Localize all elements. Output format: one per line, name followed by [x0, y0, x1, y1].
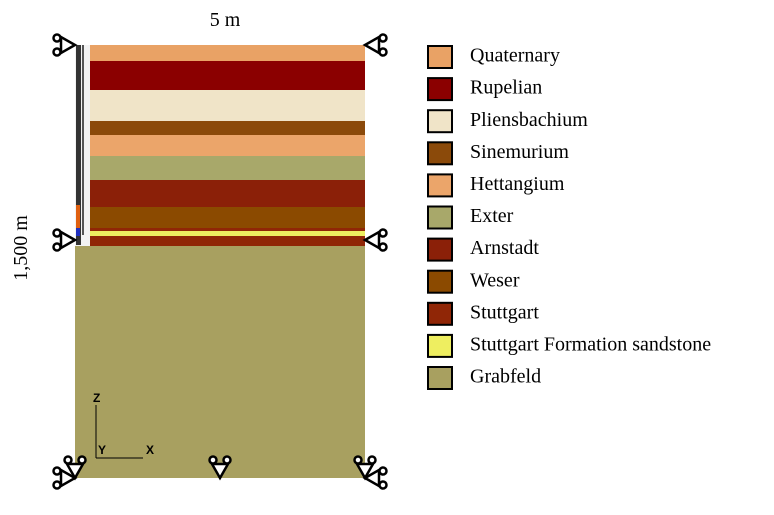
legend-swatch [428, 271, 452, 293]
legend-label: Exter [470, 205, 514, 227]
width-label: 5 m [210, 9, 241, 31]
legend-swatch [428, 46, 452, 68]
depth-label: 1,500 m [10, 215, 32, 281]
legend-swatch [428, 110, 452, 132]
legend-label: Hettangium [470, 173, 565, 195]
legend-label: Pliensbachium [470, 109, 588, 131]
legend-label: Weser [470, 269, 520, 291]
axis-x: X [146, 443, 154, 457]
legend-label: Stuttgart [470, 301, 539, 323]
legend-swatch [428, 78, 452, 100]
legend-swatch [428, 142, 452, 164]
legend-swatch [428, 174, 452, 196]
axis-z: Z [93, 391, 100, 405]
legend-swatch [428, 335, 452, 357]
legend-label: Sinemurium [470, 141, 569, 163]
model [75, 45, 365, 478]
legend-swatch [428, 207, 452, 229]
diagram: Z Y X 5 m 1,500 m Quaternary Rupelian Plie… [0, 0, 774, 510]
legend-label: Quaternary [470, 45, 560, 67]
legend-swatch [428, 239, 452, 261]
axis-y: Y [98, 443, 106, 457]
legend: Quaternary Rupelian Pliensbachium Sinemuriu… [428, 45, 711, 389]
legend-label: Arnstadt [470, 237, 539, 259]
legend-label: Rupelian [470, 77, 542, 99]
legend-swatch [428, 303, 452, 325]
legend-label: Stuttgart Formation sandstone [470, 333, 711, 355]
legend-label: Grabfeld [470, 366, 541, 388]
legend-swatch [428, 367, 452, 389]
